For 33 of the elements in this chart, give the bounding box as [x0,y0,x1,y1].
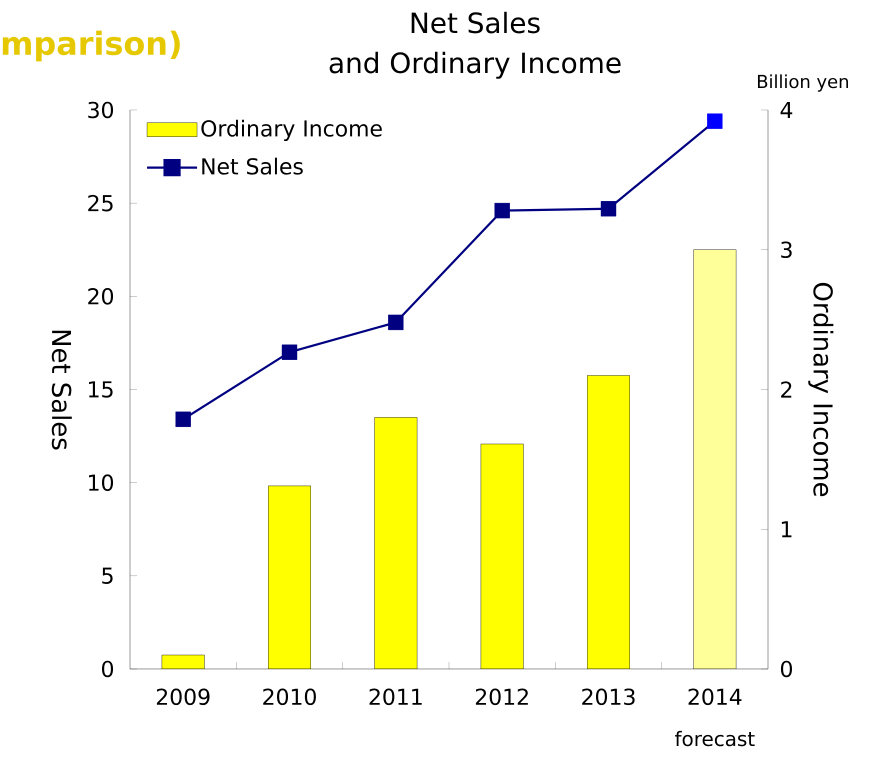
y-axis-title: Net Sales [52,330,72,450]
text: forecast [675,730,755,746]
y-tick-label: 10 [89,474,114,491]
y-tick-label: 15 [89,381,113,398]
x-tick-label: 2010 [263,688,316,706]
y-tick-label: 25 [88,194,113,212]
y2-tick-label: 3 [781,241,792,258]
legend-label: Ordinary Income [201,120,382,141]
y2-tick-label: 1 [782,521,792,538]
x-tick-label: 2011 [370,688,422,706]
y2-tick-label: 2 [781,381,792,398]
y2-tick-label: 4 [780,102,792,118]
x-tick-label: 2013 [582,688,635,706]
y2-axis-title: Ordinary Income [808,282,834,496]
x-tick-label: 2014 [688,688,742,706]
chart-subtitle: and Ordinary Income [330,52,621,79]
y-tick-label: 0 [102,660,114,678]
legend-label: Net Sales [202,158,303,175]
point [282,344,298,360]
chart-title: Net Sales [412,12,540,34]
y-tick-label: 30 [88,102,114,118]
point [707,113,723,129]
y2-tick-label: 0 [780,660,792,678]
y-tick-label: 20 [88,288,114,305]
text: mparison) [2,30,180,62]
x-tick-label: 2009 [156,688,210,706]
y-tick-label: 5 [102,568,113,584]
point [494,202,510,218]
x-tick-label: 2012 [476,688,528,706]
text: Billion yen [758,74,848,92]
point [600,201,616,216]
point [388,314,404,330]
point [175,412,191,427]
